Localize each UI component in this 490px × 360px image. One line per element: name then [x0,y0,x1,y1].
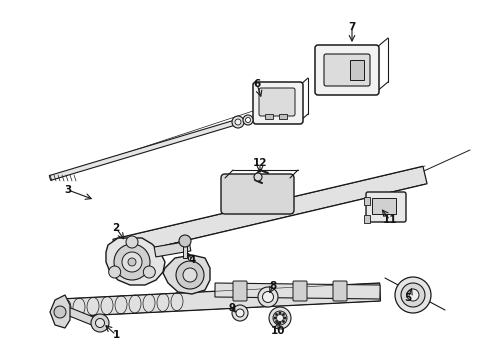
Circle shape [258,287,278,307]
Circle shape [91,314,109,332]
Circle shape [143,266,155,278]
FancyBboxPatch shape [221,174,294,214]
Circle shape [183,268,197,282]
Bar [364,215,370,223]
Circle shape [243,115,253,125]
Circle shape [275,320,278,323]
Circle shape [275,313,278,316]
Circle shape [232,116,244,128]
Circle shape [407,289,419,301]
Circle shape [276,315,284,321]
Circle shape [282,320,285,323]
Text: 4: 4 [188,255,196,265]
Circle shape [245,117,250,122]
Text: 7: 7 [348,22,356,32]
Text: 2: 2 [112,223,120,233]
Circle shape [284,317,286,319]
Text: 3: 3 [64,185,72,195]
FancyBboxPatch shape [259,88,295,116]
Bar [372,198,396,214]
Text: 12: 12 [253,158,267,168]
FancyBboxPatch shape [315,45,379,95]
Circle shape [282,313,285,316]
Bar [350,60,364,80]
FancyBboxPatch shape [324,54,370,86]
Circle shape [126,236,138,248]
Text: 8: 8 [270,281,277,291]
Bar [279,114,287,119]
FancyBboxPatch shape [233,281,247,301]
Circle shape [176,261,204,289]
Text: 5: 5 [404,293,412,303]
FancyBboxPatch shape [253,82,303,124]
Circle shape [114,244,150,280]
Polygon shape [113,166,427,257]
Circle shape [236,309,244,317]
Circle shape [273,311,287,325]
FancyBboxPatch shape [333,281,347,301]
Circle shape [279,322,281,324]
Bar [265,114,273,119]
Circle shape [122,252,142,272]
Text: 6: 6 [253,79,261,89]
Circle shape [401,283,425,307]
FancyBboxPatch shape [293,281,307,301]
Polygon shape [154,241,191,257]
Polygon shape [58,304,97,326]
Circle shape [269,307,291,329]
Bar [364,197,370,205]
Text: 9: 9 [228,303,236,313]
Text: 11: 11 [383,215,397,225]
Polygon shape [49,120,238,180]
Circle shape [274,317,276,319]
Polygon shape [183,242,187,258]
Polygon shape [163,255,210,294]
Circle shape [109,266,121,278]
Circle shape [128,258,136,266]
Circle shape [54,306,66,318]
Polygon shape [60,283,380,317]
Circle shape [254,173,262,181]
Circle shape [179,235,191,247]
Circle shape [263,292,273,302]
Text: 1: 1 [112,330,120,340]
Circle shape [96,319,104,328]
Circle shape [279,312,281,314]
Circle shape [235,119,241,125]
Text: 10: 10 [271,326,285,336]
Circle shape [395,277,431,313]
FancyBboxPatch shape [366,192,406,222]
Polygon shape [106,238,165,285]
Polygon shape [215,283,380,299]
Circle shape [232,305,248,321]
Polygon shape [50,295,70,328]
